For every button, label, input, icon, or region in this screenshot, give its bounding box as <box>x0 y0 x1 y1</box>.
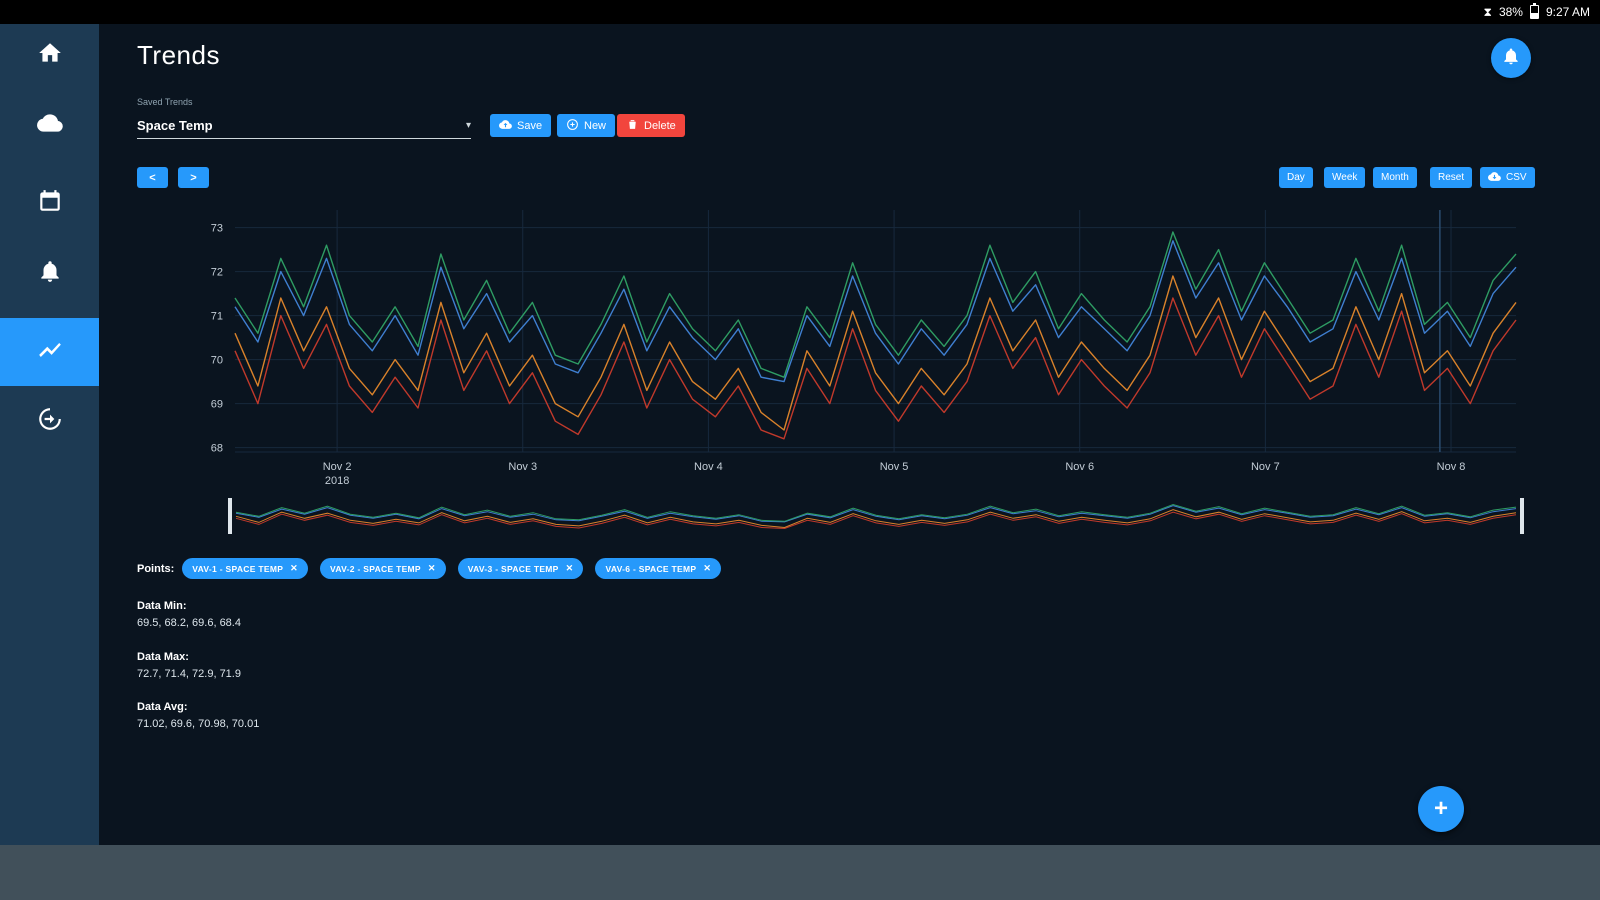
reset-button[interactable]: Reset <box>1430 167 1473 188</box>
bell-icon <box>37 258 63 289</box>
plus-circle-icon <box>566 118 579 134</box>
svg-text:Nov 4: Nov 4 <box>694 461 723 473</box>
sidebar-item-logout[interactable] <box>0 399 99 443</box>
cloud-icon <box>36 110 63 141</box>
android-navbar <box>0 845 1600 900</box>
cloud-upload-icon <box>499 118 512 134</box>
selected-trend: Space Temp <box>137 117 213 133</box>
csv-export-button[interactable]: CSV <box>1480 167 1535 188</box>
point-chip[interactable]: VAV-3 - SPACE TEMP ✕ <box>457 558 584 579</box>
point-chip-label: VAV-2 - SPACE TEMP <box>330 563 421 574</box>
save-button[interactable]: Save <box>490 114 552 137</box>
calendar-icon <box>37 188 63 219</box>
svg-text:Nov 2: Nov 2 <box>323 461 352 473</box>
close-icon[interactable]: ✕ <box>427 563 436 573</box>
month-label: Month <box>1381 172 1409 183</box>
main-content: Trends Saved Trends Space Temp ▾ Save Ne… <box>99 24 1600 845</box>
reset-label: Reset <box>1438 172 1465 183</box>
range-navigator-chart[interactable] <box>228 498 1524 534</box>
svg-text:72: 72 <box>211 267 223 279</box>
csv-label: CSV <box>1506 172 1527 183</box>
point-chip[interactable]: VAV-2 - SPACE TEMP ✕ <box>320 558 446 579</box>
sidebar-item-trends[interactable] <box>0 318 99 386</box>
svg-text:70: 70 <box>211 355 223 367</box>
home-icon <box>37 40 63 71</box>
point-chip-label: VAV-3 - SPACE TEMP <box>467 563 559 574</box>
data-min-values: 69.5, 68.2, 69.6, 68.4 <box>137 617 241 629</box>
point-chip-label: VAV-6 - SPACE TEMP <box>605 563 697 574</box>
svg-text:Nov 3: Nov 3 <box>508 461 537 473</box>
close-icon[interactable]: ✕ <box>290 563 299 573</box>
pan-right-button[interactable]: > <box>178 167 209 188</box>
close-icon[interactable]: ✕ <box>703 563 712 573</box>
week-button[interactable]: Week <box>1324 167 1366 188</box>
svg-text:Nov 5: Nov 5 <box>880 461 909 473</box>
add-trend-fab[interactable]: + <box>1418 786 1464 832</box>
status-bar: ⧗ 38% 9:27 AM <box>0 0 1600 24</box>
data-max-values: 72.7, 71.4, 72.9, 71.9 <box>137 668 241 680</box>
data-avg-values: 71.02, 69.6, 70.98, 70.01 <box>137 718 260 730</box>
sidebar-item-home[interactable] <box>0 33 99 77</box>
sidebar-item-schedule[interactable] <box>0 181 99 225</box>
trend-line-icon <box>37 337 63 368</box>
svg-text:68: 68 <box>211 443 223 455</box>
svg-text:71: 71 <box>211 311 223 323</box>
bell-icon <box>1501 46 1521 71</box>
close-icon[interactable]: ✕ <box>565 563 574 573</box>
new-button[interactable]: New <box>557 114 616 137</box>
page-title: Trends <box>137 40 220 70</box>
pan-left-button[interactable]: < <box>137 167 168 188</box>
svg-text:Nov 8: Nov 8 <box>1437 461 1466 473</box>
hourglass-icon: ⧗ <box>1483 5 1492 19</box>
new-label: New <box>584 119 607 132</box>
point-chip[interactable]: VAV-1 - SPACE TEMP ✕ <box>182 558 309 579</box>
plus-icon: + <box>1433 795 1448 822</box>
clock: 9:27 AM <box>1545 5 1590 19</box>
svg-text:69: 69 <box>211 399 223 411</box>
trend-chart[interactable]: 68 69 70 71 72 73 Nov 2 2018 Nov 3 Nov 4 Nov 5 Nov … <box>180 205 1530 490</box>
data-min-label: Data Min: <box>137 600 187 612</box>
chevron-down-icon: ▾ <box>465 119 471 131</box>
cloud-download-icon <box>1488 170 1501 186</box>
logout-icon <box>37 406 63 437</box>
data-max-label: Data Max: <box>137 651 189 663</box>
battery-icon <box>1529 3 1539 19</box>
point-chip[interactable]: VAV-6 - SPACE TEMP ✕ <box>595 558 722 579</box>
day-button[interactable]: Day <box>1279 167 1313 188</box>
points-label: Points: <box>137 562 175 575</box>
sidebar-item-cloud[interactable] <box>0 103 99 147</box>
month-button[interactable]: Month <box>1373 167 1417 188</box>
saved-trends-label: Saved Trends <box>137 97 193 107</box>
svg-text:73: 73 <box>211 223 223 235</box>
svg-text:2018: 2018 <box>325 475 349 487</box>
data-avg-label: Data Avg: <box>137 701 188 713</box>
points-row: Points: VAV-1 - SPACE TEMP ✕ VAV-2 - SPA… <box>137 558 733 579</box>
trash-icon <box>626 118 639 134</box>
delete-button[interactable]: Delete <box>617 114 685 137</box>
battery-percent: 38% <box>1498 5 1523 19</box>
svg-text:Nov 7: Nov 7 <box>1251 461 1280 473</box>
week-label: Week <box>1332 172 1358 183</box>
delete-label: Delete <box>644 119 676 132</box>
sidebar <box>0 24 99 845</box>
sidebar-item-alarms[interactable] <box>0 251 99 295</box>
svg-text:Nov 6: Nov 6 <box>1065 461 1094 473</box>
notifications-button[interactable] <box>1491 38 1531 78</box>
point-chip-label: VAV-1 - SPACE TEMP <box>192 563 284 574</box>
save-label: Save <box>517 119 543 132</box>
day-label: Day <box>1287 172 1305 183</box>
saved-trend-select[interactable]: Space Temp ▾ <box>137 112 471 139</box>
